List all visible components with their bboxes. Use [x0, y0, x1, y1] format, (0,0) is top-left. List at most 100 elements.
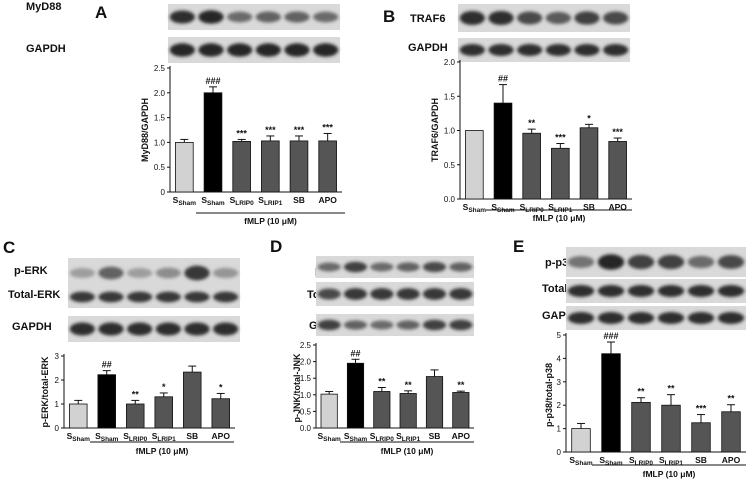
category-label: SLRIP1 [152, 431, 176, 443]
bar [452, 392, 470, 429]
y-tick-label: 0.5 [154, 163, 166, 172]
bar [232, 141, 251, 193]
blot-band [687, 255, 715, 269]
blot-band [227, 43, 253, 57]
blot-strip [566, 306, 746, 330]
blot-band [198, 43, 224, 57]
category-label: SSham [491, 202, 515, 214]
blot-band [567, 311, 595, 325]
group-label: fMLP (10 μM) [136, 446, 189, 456]
bar [320, 393, 338, 429]
group-label: fMLP (10 μM) [381, 446, 434, 456]
bar [203, 92, 223, 193]
blot-band [396, 288, 420, 300]
category-label: SLRIP1 [659, 455, 683, 467]
category-label: SB [583, 202, 595, 212]
bar [601, 353, 621, 453]
category-label: SSham [95, 431, 119, 443]
blot-strip [458, 4, 630, 32]
significance-label: ## [350, 348, 360, 358]
significance-label: * [587, 113, 591, 123]
blot-band [449, 288, 473, 300]
panel-letter: C [3, 238, 15, 257]
blot-band [603, 43, 629, 57]
panel-letter: D [270, 237, 282, 256]
blot-band [396, 320, 420, 330]
category-label: SSham [67, 431, 91, 443]
blot-band [343, 320, 368, 330]
significance-label: ** [637, 387, 645, 397]
bar [425, 376, 444, 429]
bar [691, 422, 711, 453]
bar [289, 140, 309, 193]
category-label: SLRIP0 [230, 195, 254, 207]
bar [551, 147, 570, 200]
bar [69, 403, 88, 429]
bar [183, 371, 202, 429]
blot-band [343, 261, 368, 273]
blot-band [213, 322, 239, 336]
blot-band [567, 284, 595, 298]
blot-band [449, 262, 473, 272]
blot-band [127, 291, 153, 303]
blot-band [98, 291, 124, 303]
blot-band [545, 11, 571, 25]
blot-band [449, 319, 473, 331]
category-label: SSham [569, 455, 593, 467]
y-tick-label: 4 [557, 354, 562, 363]
category-label: APO [608, 202, 627, 212]
blot-band [597, 284, 625, 298]
blot-band [627, 284, 655, 298]
category-label: APO [452, 431, 471, 441]
category-label: SLRIP1 [258, 195, 282, 207]
y-tick-label: 1 [557, 425, 562, 434]
blot-band [657, 284, 685, 298]
panel-letter: A [95, 3, 107, 22]
blot-band [317, 288, 341, 300]
significance-label: ** [667, 384, 675, 394]
significance-label: *** [612, 127, 623, 137]
blot-band [127, 322, 153, 336]
y-tick-label: 1.5 [300, 374, 312, 383]
blot-band [717, 255, 745, 269]
y-axis-label: TRAF6/GAPDH [430, 98, 440, 162]
blot-band [98, 266, 124, 280]
significance-label: ** [528, 118, 536, 128]
blot-band [574, 43, 600, 57]
blot-band [517, 43, 543, 57]
blot-label: GAPDH [12, 321, 52, 333]
blot-band [317, 262, 341, 272]
bar [522, 132, 541, 200]
blot-band [184, 265, 210, 281]
bar [97, 374, 116, 429]
blot-strip [316, 256, 474, 278]
significance-label: ** [727, 394, 735, 404]
blot-band [184, 322, 210, 336]
category-label: SSham [599, 455, 623, 467]
significance-label: ## [102, 360, 112, 370]
y-tick-label: 0 [55, 424, 60, 433]
blot-band [155, 322, 181, 336]
blot-band [98, 322, 124, 336]
blot-band [627, 254, 655, 270]
bar [261, 140, 280, 193]
y-tick-label: 1.0 [300, 391, 312, 400]
bar [373, 391, 391, 429]
significance-label: ** [132, 389, 140, 399]
blot-band [459, 43, 485, 57]
blot-band [545, 43, 571, 57]
blot-band [370, 288, 394, 300]
bar [608, 141, 627, 200]
y-tick-label: 2.5 [300, 341, 312, 350]
significance-label: ** [457, 380, 465, 390]
blot-band [687, 284, 715, 298]
category-label: SB [186, 431, 198, 441]
significance-label: ** [405, 380, 413, 390]
category-label: SB [695, 455, 707, 465]
blot-strip [566, 279, 746, 303]
y-tick-label: 3 [55, 352, 60, 361]
blot-band [370, 320, 394, 330]
bar [346, 362, 365, 429]
blot-band [155, 291, 181, 303]
